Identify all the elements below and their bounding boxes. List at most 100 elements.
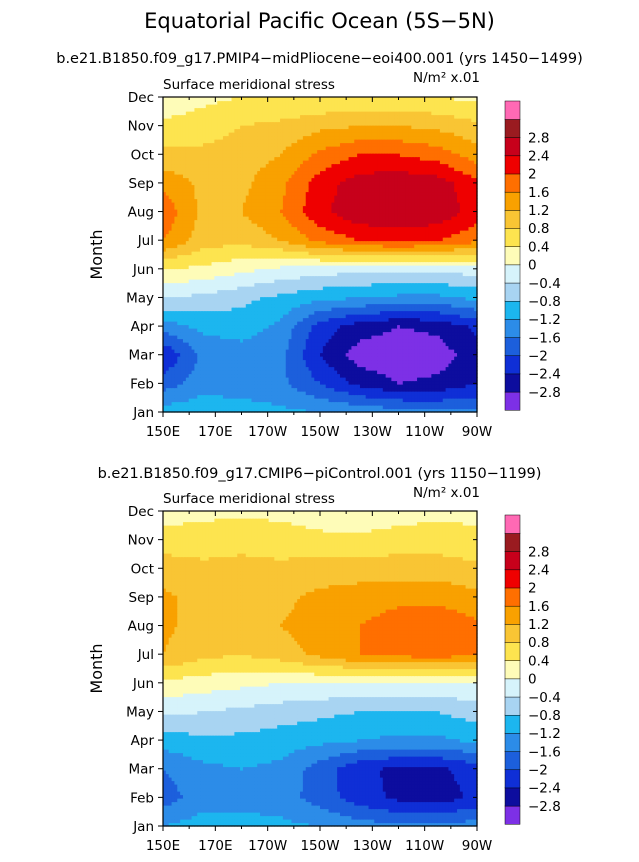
- panel1-field-cell: [399, 356, 404, 361]
- panel1-field-cell: [388, 286, 392, 291]
- panel1-field-cell: [339, 296, 344, 301]
- panel1-field-cell: [260, 373, 264, 378]
- panel1-field-cell: [225, 265, 230, 270]
- panel1-field-cell: [345, 258, 350, 263]
- panel1-field-cell: [351, 265, 355, 270]
- panel1-field-cell: [379, 401, 384, 406]
- panel1-field-cell: [265, 373, 270, 378]
- panel1-field-cell: [345, 324, 350, 329]
- panel1-field-cell: [262, 321, 267, 326]
- panel1-field-cell: [337, 307, 341, 312]
- panel1-field-cell: [342, 328, 347, 333]
- panel1-field-cell: [311, 377, 315, 382]
- panel1-field-cell: [448, 401, 452, 406]
- panel1-field-cell: [297, 398, 301, 403]
- panel1-field-cell: [191, 289, 195, 294]
- panel1-field-cell: [171, 394, 176, 399]
- panel1-field-cell: [268, 303, 273, 308]
- panel1-field-cell: [437, 401, 441, 406]
- panel1-field-cell: [265, 310, 270, 315]
- panel1-field-cell: [177, 254, 181, 259]
- panel1-field-cell: [182, 303, 187, 308]
- panel1-field-cell: [391, 300, 395, 305]
- panel1-field-cell: [171, 300, 176, 305]
- panel1-field-cell: [457, 380, 461, 385]
- panel1-field-cell: [165, 370, 170, 375]
- panel1-field-cell: [334, 324, 338, 329]
- panel1-field-cell: [182, 275, 187, 280]
- panel1-field-cell: [197, 356, 201, 361]
- panel1-field-cell: [334, 303, 338, 308]
- panel1-field-cell: [331, 279, 335, 284]
- panel1-field-cell: [245, 408, 250, 413]
- panel1-field-cell: [468, 398, 472, 403]
- panel1-field-cell: [334, 282, 338, 287]
- panel1-field-cell: [314, 282, 318, 287]
- panel1-field-cell: [371, 394, 375, 399]
- panel1-field-cell: [225, 286, 230, 291]
- panel1-field-cell: [251, 317, 255, 322]
- panel1-field-cell: [462, 401, 467, 406]
- panel1-field-cell: [282, 391, 287, 396]
- panel1-field-cell: [351, 405, 355, 410]
- panel1-field-cell: [220, 359, 224, 364]
- panel1-field-cell: [228, 405, 233, 410]
- panel1-field-cell: [220, 384, 224, 389]
- panel1-field-cell: [282, 377, 287, 382]
- panel1-field-cell: [265, 331, 270, 336]
- panel1-field-cell: [291, 317, 295, 322]
- panel1-field-cell: [294, 289, 298, 294]
- panel1-field-cell: [448, 398, 452, 403]
- panel1-field-cell: [291, 398, 295, 403]
- panel1-field-cell: [242, 300, 247, 305]
- panel1-field-cell: [165, 387, 170, 392]
- panel1-field-cell: [368, 405, 372, 410]
- panel1-field-cell: [365, 321, 370, 326]
- panel1-field-cell: [300, 356, 304, 361]
- panel1-field-cell: [465, 356, 470, 361]
- panel1-field-cell: [182, 349, 187, 354]
- panel1-field-cell: [368, 352, 372, 357]
- panel1-field-cell: [285, 307, 290, 312]
- panel1-field-cell: [277, 286, 281, 291]
- panel1-field-cell: [248, 251, 253, 256]
- panel1-field-cell: [331, 286, 335, 291]
- panel1-field-cell: [331, 342, 335, 347]
- panel1-field-cell: [177, 338, 181, 343]
- panel1-field-cell: [402, 380, 407, 385]
- panel1-field-cell: [394, 370, 398, 375]
- panel1-field-cell: [468, 310, 472, 315]
- panel1-field-cell: [194, 335, 198, 340]
- panel1-field-cell: [434, 349, 438, 354]
- panel1-field-cell: [302, 401, 307, 406]
- panel1-field-cell: [362, 279, 367, 284]
- panel1-field-cell: [428, 293, 432, 298]
- panel1-field-cell: [362, 258, 367, 263]
- panel1-field-cell: [357, 387, 361, 392]
- panel1-field-cell: [200, 282, 204, 287]
- panel1-field-cell: [271, 265, 275, 270]
- panel1-field-cell: [439, 387, 444, 392]
- panel1-field-cell: [368, 391, 372, 396]
- panel1-field-cell: [325, 258, 330, 263]
- panel1-field-cell: [211, 384, 215, 389]
- panel1-field-cell: [359, 352, 364, 357]
- panel1-field-cell: [268, 282, 273, 287]
- panel1-field-cell: [454, 307, 458, 312]
- panel1-field-cell: [291, 272, 295, 277]
- panel1-field-cell: [214, 303, 218, 308]
- panel1-field-cell: [174, 265, 178, 270]
- panel1-field-cell: [163, 373, 167, 378]
- panel1-field-cell: [434, 293, 438, 298]
- panel1-field-cell: [174, 363, 178, 368]
- panel1-field-cell: [208, 338, 213, 343]
- panel1-field-cell: [228, 296, 233, 301]
- panel1-field-cell: [382, 363, 387, 368]
- panel1-field-cell: [320, 293, 324, 298]
- panel1-field-cell: [291, 310, 295, 315]
- panel1-field-cell: [180, 352, 184, 357]
- panel1-field-cell: [339, 398, 344, 403]
- panel1-field-cell: [445, 303, 450, 308]
- panel1-field-cell: [342, 356, 347, 361]
- panel1-field-cell: [282, 321, 287, 326]
